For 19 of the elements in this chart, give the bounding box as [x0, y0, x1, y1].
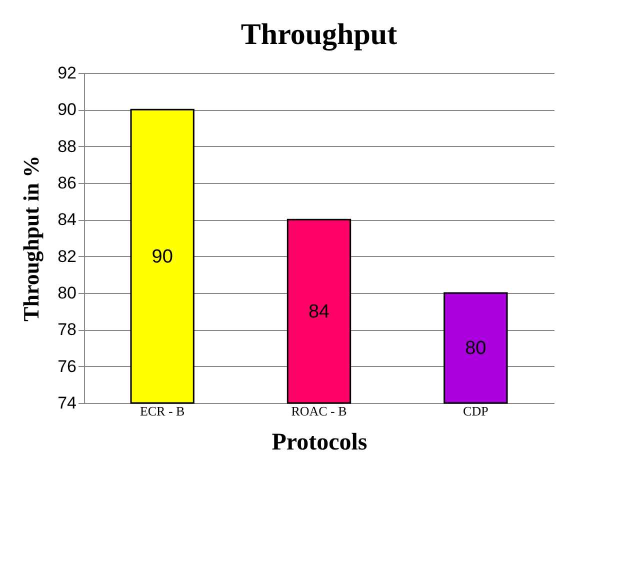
y-tick-label: 82: [58, 246, 76, 266]
y-axis-title: Throughput in %: [18, 156, 44, 322]
data-label: 80: [465, 338, 486, 359]
chart-title: Throughput: [240, 18, 398, 51]
y-tick-label: 80: [58, 284, 76, 302]
y-tick-label: 88: [58, 136, 76, 156]
y-tick-label: 90: [58, 100, 76, 120]
y-tick-label: 92: [58, 64, 76, 82]
x-tick-label: CDP: [463, 404, 488, 418]
y-tick-label: 86: [58, 174, 76, 192]
data-label: 84: [308, 301, 330, 322]
data-label: 90: [152, 246, 173, 268]
y-tick-label: 74: [58, 394, 76, 412]
x-tick-label: ECR - B: [140, 404, 186, 418]
x-axis-title: Protocols: [272, 430, 368, 456]
y-tick-label: 78: [58, 320, 76, 340]
y-tick-label: 76: [58, 356, 76, 376]
x-tick-label: ROAC - B: [291, 404, 348, 418]
y-tick-label: 84: [58, 210, 76, 230]
